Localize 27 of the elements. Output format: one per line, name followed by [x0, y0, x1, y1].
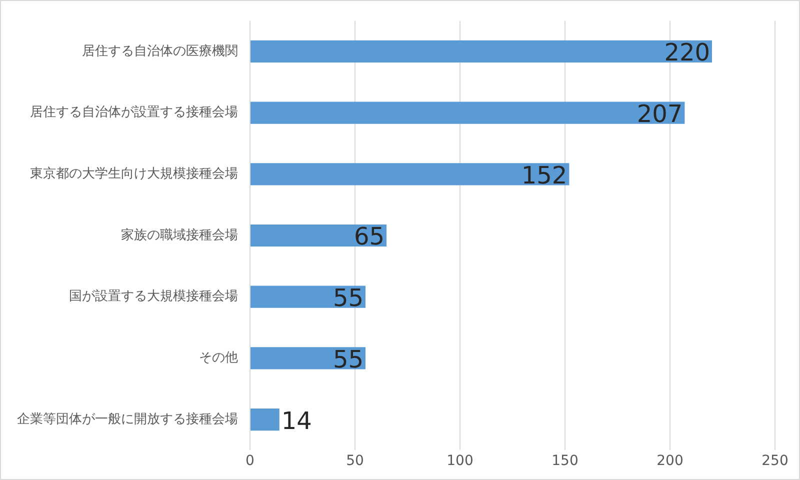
bar: [250, 286, 366, 308]
data-label: 55: [332, 345, 364, 374]
bar: [250, 347, 366, 370]
x-tick-label: 150: [552, 453, 578, 470]
y-tick-label: 企業等団体が一般に開放する接種会場: [17, 412, 238, 427]
x-tick-label: 50: [346, 453, 364, 470]
data-label: 207: [636, 100, 683, 128]
bar: [250, 408, 280, 431]
x-tick-label: 200: [656, 453, 684, 470]
y-tick-label: 東京都の大学生向け大規模接種会場: [30, 166, 238, 182]
bar: [250, 102, 685, 124]
data-label: 152: [521, 161, 568, 190]
x-tick-label: 250: [762, 453, 788, 470]
y-tick-label: 家族の職域接種会場: [121, 226, 238, 243]
y-tick-label: その他: [199, 350, 238, 366]
x-tick-label: 100: [446, 453, 474, 470]
y-tick-label: 国が設置する大規模接種会場: [69, 289, 238, 304]
x-tick-label: 0: [246, 453, 254, 470]
y-tick-label: 居住する自治体の医療機関: [82, 44, 238, 59]
data-label: 65: [354, 222, 384, 251]
data-label: 220: [664, 38, 710, 67]
bar: [250, 224, 386, 247]
bar: [250, 163, 570, 186]
data-label: 14: [281, 406, 312, 435]
data-label: 55: [332, 284, 364, 312]
bar: [250, 40, 712, 63]
y-tick-label: 居住する自治体が設置する接種会場: [30, 105, 238, 120]
